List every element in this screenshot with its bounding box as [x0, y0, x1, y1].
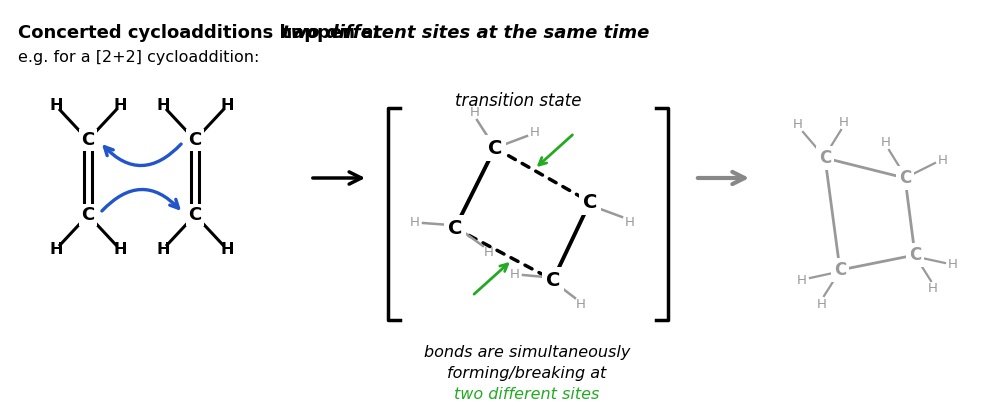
Text: forming/breaking at: forming/breaking at [447, 366, 607, 381]
Text: H: H [484, 245, 494, 258]
Text: H: H [50, 97, 62, 112]
Text: transition state: transition state [454, 92, 581, 110]
Text: C: C [583, 193, 597, 211]
Text: C: C [488, 139, 502, 158]
Text: H: H [928, 282, 938, 295]
Text: H: H [220, 97, 234, 112]
Text: C: C [81, 206, 95, 224]
Text: H: H [50, 243, 62, 258]
Text: H: H [576, 297, 586, 310]
Text: C: C [545, 270, 560, 290]
Text: e.g. for a [2+2] cycloaddition:: e.g. for a [2+2] cycloaddition: [18, 50, 259, 65]
Text: H: H [625, 215, 635, 228]
Text: C: C [188, 131, 202, 149]
Text: H: H [797, 273, 807, 287]
Text: C: C [447, 218, 462, 238]
Text: bonds are simultaneously: bonds are simultaneously [424, 345, 631, 360]
Text: H: H [948, 258, 958, 272]
Text: C: C [909, 246, 921, 264]
Text: H: H [113, 243, 127, 258]
Text: Concerted cycloadditions happen at: Concerted cycloadditions happen at [18, 24, 388, 42]
Text: C: C [819, 149, 832, 167]
Text: H: H [793, 119, 803, 131]
Text: two different sites at the same time: two different sites at the same time [282, 24, 649, 42]
Text: H: H [113, 97, 127, 112]
Text: C: C [81, 131, 95, 149]
Text: H: H [470, 106, 480, 119]
Text: H: H [410, 216, 420, 230]
Text: H: H [939, 154, 948, 166]
Text: H: H [530, 126, 540, 139]
Text: H: H [817, 297, 827, 310]
Text: H: H [156, 243, 169, 258]
Text: H: H [510, 268, 520, 282]
Text: H: H [881, 136, 891, 149]
Text: H: H [840, 116, 849, 129]
Text: H: H [220, 243, 234, 258]
Text: C: C [899, 169, 911, 187]
Text: two different sites: two different sites [454, 387, 600, 402]
Text: C: C [834, 261, 846, 279]
Text: H: H [156, 97, 169, 112]
Text: C: C [188, 206, 202, 224]
